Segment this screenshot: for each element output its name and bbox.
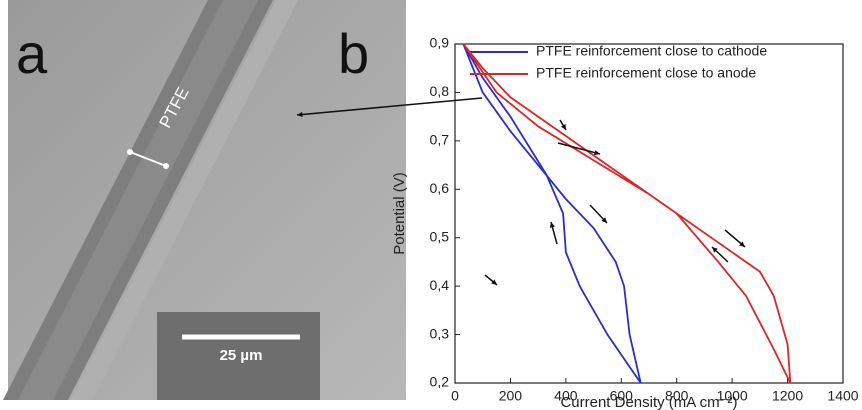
panel-label: a — [16, 22, 48, 85]
y-tick-label: 0,7 — [430, 132, 450, 148]
legend-label: PTFE reinforcement close to anode — [536, 65, 756, 81]
x-tick-label: 0 — [451, 388, 459, 404]
data-line — [462, 43, 642, 384]
axes-frame — [454, 43, 844, 384]
x-tick-label: 400 — [554, 388, 578, 404]
x-tick-label: 1000 — [717, 388, 748, 404]
arrow-head — [549, 222, 555, 228]
y-tick-label: 0,2 — [430, 374, 450, 390]
scale-bar-label: 25 µm — [220, 347, 263, 364]
arrow — [557, 142, 601, 155]
y-tick-label: 0,8 — [430, 83, 450, 99]
y-tick-label: 0,3 — [430, 325, 450, 341]
x-tick-label: 800 — [665, 388, 689, 404]
y-axis-label: Potential (V) — [391, 172, 408, 255]
y-tick-label: 0,9 — [430, 35, 450, 51]
x-tick-label: 1200 — [772, 388, 803, 404]
micrograph: 25 µm PTFE a — [3, 0, 406, 400]
arrow — [296, 97, 483, 116]
x-tick-label: 600 — [610, 388, 634, 404]
arrow-head — [491, 279, 497, 285]
y-tick-label: 0,5 — [430, 228, 450, 244]
arrow-head — [712, 247, 718, 253]
x-axis-label: Current Density (mA cm⁻²) — [560, 394, 737, 410]
arrow-head — [739, 241, 745, 247]
y-tick-label: 0,6 — [430, 180, 450, 196]
panel-label: b — [338, 22, 369, 85]
arrow-head — [594, 150, 600, 156]
x-tick-label: 200 — [499, 388, 523, 404]
arrow-head — [560, 124, 566, 130]
legend-label: PTFE reinforcement close to cathode — [536, 43, 767, 59]
data-line — [462, 43, 792, 384]
arrow-head — [297, 111, 303, 118]
y-tick-label: 0,4 — [430, 277, 450, 293]
arrow-head — [601, 217, 607, 223]
x-tick-label: 1400 — [827, 388, 858, 404]
